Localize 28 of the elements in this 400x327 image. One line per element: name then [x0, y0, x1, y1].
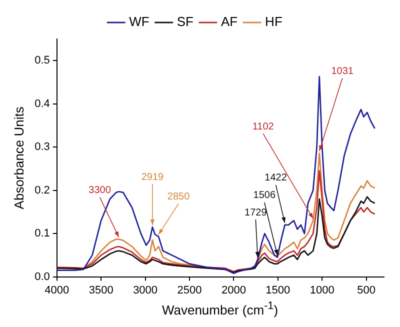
annotation: 3300 [88, 184, 112, 196]
legend-label: HF [265, 14, 282, 30]
x-tick-label: 1500 [266, 284, 290, 296]
legend-label: AF [220, 14, 238, 30]
annotation: 1102 [252, 121, 274, 132]
legend-label: WF [129, 14, 150, 30]
y-tick-label: 0.1 [34, 228, 50, 240]
x-tick-label: 2000 [221, 284, 246, 296]
x-tick-label: 500 [357, 284, 376, 296]
y-tick-label: 0.5 [34, 54, 50, 67]
legend-label: SF [176, 14, 194, 30]
x-tick-label: 1000 [310, 284, 334, 296]
x-tick-label: 2500 [177, 284, 202, 296]
annotation: 2850 [167, 191, 190, 202]
y-tick-label: 0.4 [34, 98, 50, 110]
x-tick-label: 3500 [88, 284, 114, 296]
y-tick-label: 0.0 [34, 270, 50, 283]
y-tick-label: 0.3 [34, 141, 50, 154]
annotation: 2919 [141, 172, 164, 183]
annotation: 1422 [264, 172, 288, 184]
annotation: 1031 [331, 66, 354, 77]
y-tick-label: 0.2 [34, 184, 50, 196]
x-tick-label: 4000 [44, 284, 70, 296]
annotation: 1729 [244, 207, 268, 218]
x-tick-label: 3000 [133, 284, 158, 296]
x-axis-title: Wavenumber (cm$^{-1}$) [160, 300, 280, 318]
annotation: 1506 [253, 190, 276, 202]
y-axis-title: Absorbance Units [11, 106, 26, 210]
